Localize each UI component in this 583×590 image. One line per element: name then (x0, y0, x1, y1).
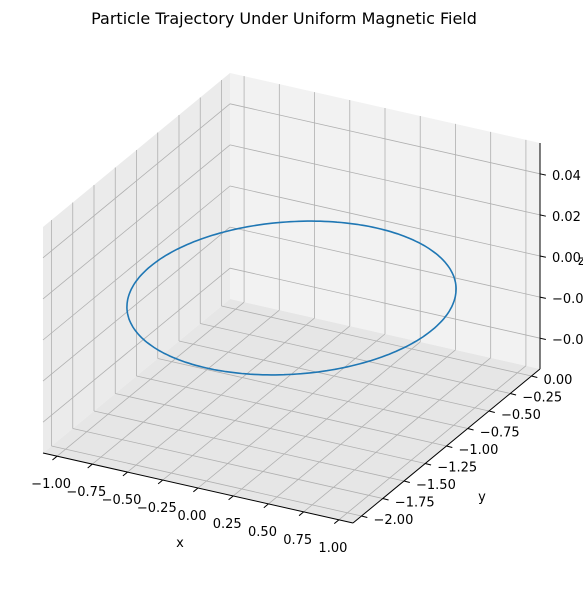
x-tick-mark (193, 487, 199, 493)
z-tick-mark (539, 255, 546, 258)
x-tick-label: −0.75 (66, 485, 106, 500)
x-tick-mark (263, 503, 269, 509)
z-tick-label: 0.02 (552, 210, 581, 225)
z-tick-label: 0.00 (552, 251, 581, 266)
y-tick-mark (488, 410, 495, 413)
y-tick-label: −1.50 (416, 478, 456, 493)
grid-line-z-left (42, 144, 231, 300)
y-tick-mark (467, 428, 474, 431)
y-tick-label: −0.50 (501, 408, 541, 423)
grid-line-z-back (229, 267, 541, 339)
grid-line-z-left (42, 226, 231, 382)
grid-line-y-floor (136, 375, 447, 447)
x-tick-mark (298, 511, 304, 517)
y-tick-label: −0.75 (480, 426, 520, 441)
z-axis-ticks: −0.04 −0.02 0.00 0.02 0.04 (539, 169, 583, 348)
chart-title: Particle Trajectory Under Uniform Magnet… (91, 9, 477, 28)
grid-line-z-back (229, 226, 541, 298)
trajectory-line-0 (126, 220, 457, 376)
grid-line-y-floor (200, 323, 511, 394)
grid-line-y-floor (51, 445, 362, 517)
x-tick-mark (87, 463, 93, 469)
y-axis-label: y (478, 490, 486, 505)
y-tick-mark (510, 393, 517, 396)
z-tick-label: 0.04 (552, 169, 581, 184)
x-tick-mark (157, 479, 164, 485)
trajectory-series (126, 220, 457, 376)
grid-line-y-floor (93, 410, 405, 482)
x-tick-label: −0.50 (102, 493, 142, 508)
grid-line-z-back (229, 185, 541, 257)
z-tick-label: −0.02 (552, 292, 583, 307)
grid-line-y-floor (72, 428, 383, 499)
x-tick-label: 0.75 (283, 533, 312, 548)
grid-line-y-floor (178, 340, 490, 412)
grid-line-z-left (42, 267, 231, 423)
y-tick-mark (382, 498, 389, 501)
x-tick-label: −1.00 (31, 477, 71, 492)
x-tick-label: 0.00 (178, 509, 207, 524)
z-tick-mark (539, 173, 546, 176)
y-tick-mark (361, 515, 368, 518)
z-tick-label: −0.04 (552, 333, 583, 348)
x-tick-mark (228, 495, 234, 501)
x-tick-label: 1.00 (318, 541, 347, 556)
y-axis-ticks: −2.00 −1.75 −1.50 −1.25 −1.00 −0.75 −0.50 −0.25… (361, 373, 573, 528)
z-tick-mark (539, 337, 546, 340)
y-tick-label: 0.00 (544, 373, 573, 388)
grid-line-y-floor (157, 358, 468, 429)
x-tick-mark (122, 471, 128, 477)
grid-line-z-left (42, 185, 231, 341)
z-tick-mark (539, 214, 546, 217)
y-tick-label: −2.00 (374, 513, 414, 528)
y-tick-mark (403, 480, 410, 483)
y-tick-label: −1.75 (395, 496, 435, 511)
grid-line-z-back (229, 103, 541, 175)
grid-line-z-back (229, 144, 541, 216)
x-axis-label: x (176, 536, 184, 551)
y-tick-label: −1.00 (459, 443, 499, 458)
grid-line-z-left (42, 103, 231, 259)
y-tick-mark (531, 375, 538, 378)
x-tick-label: 0.50 (248, 525, 277, 540)
grid-lines (42, 76, 541, 521)
x-tick-label: −0.25 (137, 501, 177, 516)
z-axis-label: z (578, 254, 583, 269)
x-tick-mark (333, 519, 340, 525)
grid-line-y-floor (115, 393, 426, 464)
x-tick-label: 0.25 (213, 517, 242, 532)
y-tick-label: −1.25 (437, 461, 477, 476)
x-axis-ticks: −1.00−0.75−0.50−0.250.00 0.25 0.50 0.75 1.00 (31, 455, 347, 556)
x-tick-mark (52, 455, 58, 461)
y-tick-label: −0.25 (522, 391, 562, 406)
z-tick-mark (539, 296, 546, 299)
y-tick-mark (425, 463, 432, 466)
y-tick-mark (446, 445, 453, 448)
grid-line-y-floor (221, 305, 532, 377)
